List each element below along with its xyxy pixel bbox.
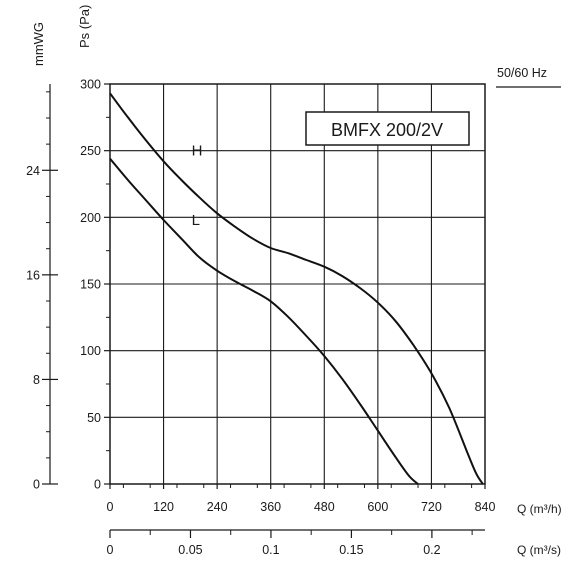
x2-tick-label: 0.05 [178,543,202,557]
y-axis-title: Ps (Pa) [77,5,92,48]
x-tick-label: 600 [367,500,388,514]
x-tick-label: 0 [107,500,114,514]
x-tick-label: 720 [421,500,442,514]
x2-tick-label: 0.1 [262,543,279,557]
curve-h [109,92,484,485]
y-tick-label: 300 [80,78,101,92]
x2-axis-title: Q (m³/s) [517,543,561,557]
model-label-box [305,111,470,146]
x2-tick-label: 0.15 [339,543,363,557]
curves: HL [109,92,484,485]
y-tick-label: 200 [80,211,101,225]
x-tick-label: 120 [153,500,174,514]
y-tick-label: 100 [80,344,101,358]
y2-tick-label: 0 [33,478,40,492]
y2-tick-label: 16 [26,268,40,282]
grid-lines [110,84,485,484]
x2-tick-label: 0 [107,543,114,557]
x-tick-label: 360 [260,500,281,514]
x-tick-label: 240 [207,500,228,514]
x-axis-title: Q (m³/h) [517,502,562,516]
x-tick-label: 480 [314,500,335,514]
curve-l [109,158,419,485]
y-tick-label: 250 [80,144,101,158]
y-tick-label: 50 [87,411,101,425]
y2-tick-label: 8 [33,373,40,387]
y-tick-label: 150 [80,278,101,292]
axis-ticks: 0 120 240 360 480 600 720 840050100150200250300… [26,78,495,558]
curve-label-h: H [192,143,203,160]
y2-axis-title: mmWG [31,22,46,66]
model-label: BMFX 200/2V [331,120,443,140]
x2-tick-label: 0.2 [423,543,440,557]
frequency-label: 50/60 Hz [497,66,547,80]
x-tick-label: 840 [475,500,496,514]
y2-tick-label: 24 [26,164,40,178]
curve-label-l: L [192,212,200,229]
y-tick-label: 0 [94,478,101,492]
